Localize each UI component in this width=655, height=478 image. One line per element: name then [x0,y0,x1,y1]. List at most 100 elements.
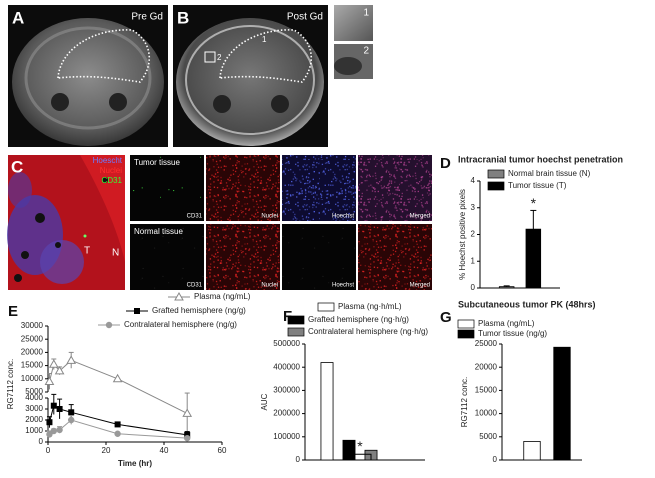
marker [68,409,75,416]
y-tick-label: 4000 [25,393,43,402]
y-tick-label: 1000 [25,426,43,435]
marker [134,308,140,314]
bar [523,441,541,461]
micrograph [358,224,432,290]
insets: 1 2 [334,5,373,79]
marker [46,419,53,426]
legend-label: Tumor tissue (ng/g) [478,329,547,338]
y-tick-label: 25000 [21,334,44,343]
marker [184,434,191,442]
x-tick-label: 40 [160,446,169,455]
channel-label: Merged [410,214,430,220]
significance-bracket [348,453,372,461]
marker [184,431,191,438]
legend-label: Normal brain tissue (N) [508,169,591,178]
y-tick-label: 0 [39,437,44,446]
micrograph [282,224,356,290]
micrograph [130,155,204,221]
y-tick-label: 500000 [273,339,300,348]
marker [68,416,75,424]
x-tick-label: 20 [102,446,111,455]
bar [320,362,334,461]
marker [112,373,123,383]
y-tick-label: 30000 [21,321,44,330]
stain-label: CD31 [102,176,123,185]
y-tick-label: 2 [471,230,476,239]
roi-label: 1 [262,35,267,44]
axis-title: Time (hr) [118,459,152,468]
legend-swatch [487,181,505,191]
row-label: Tumor tissue [134,158,180,167]
channel-label: CD31 [187,214,203,220]
panel-label: F [283,308,292,325]
stain-label: Hoescht [93,156,123,165]
region-label: N [112,248,119,259]
y-tick-label: 10000 [475,409,498,418]
marker [114,430,121,437]
panel-label: G [440,309,452,326]
channel-label: Hoechst [332,214,354,220]
bar [525,228,542,289]
legend-swatch [287,315,305,325]
marker [54,365,65,375]
micrograph [130,224,204,290]
y-tick-label: 0 [471,283,476,292]
y-tick-label: 5000 [25,387,43,396]
y-tick-label: 200000 [273,409,300,418]
axis-title: % Hoechst positive pixels [458,189,467,280]
legend-label: Contralateral hemisphere (ng·h/g) [308,327,428,336]
axis-title: AUC [260,393,269,410]
panel-label: A [12,8,24,27]
channel-label: Merged [410,283,430,289]
bar [498,286,515,289]
marker [182,408,193,417]
y-tick-label: 2000 [25,415,43,424]
row-label: Normal tissue [134,227,183,236]
y-tick-label: 15000 [475,386,498,395]
tissue-overview: C Hoescht Nuclei CD31 T N [7,155,125,290]
bar [553,346,571,461]
series-line [48,359,188,414]
legend-label: Grafted hemisphere (ng·h/g) [308,315,409,324]
micrograph [206,224,280,290]
y-tick-label: 300000 [273,386,300,395]
y-tick-label: 3000 [25,404,43,413]
marker [50,427,57,435]
micrograph [206,155,280,221]
y-tick-label: 400000 [273,362,300,371]
legend-swatch [487,169,505,179]
y-tick-label: 0 [296,455,301,464]
axis-title: RG7112 conc. [460,377,469,428]
marker [56,426,63,434]
y-tick-label: 15000 [21,361,44,370]
roi-label: 2 [217,53,222,62]
annotation: * [531,195,537,211]
axis-title: RG7112 conc. [6,359,15,410]
annotation: * [357,438,363,454]
panel-label: C [11,157,23,176]
micrograph-grid: CD31 Nuclei Hoechst Merged Tumor tissue CD31 N… [130,155,432,290]
marker [56,406,63,412]
y-tick-label: 5000 [479,432,497,441]
channel-label: Hoechst [332,283,354,289]
marker [44,376,55,385]
legend-swatch [287,327,305,337]
marker [66,355,77,364]
mri-pre: A Pre Gd [8,5,168,147]
legend-label: Contralateral hemisphere (ng/g) [124,320,237,329]
marker [50,402,57,409]
y-tick-label: 1 [471,256,476,265]
chart-title: Intracranial tumor hoechst penetration [458,154,623,164]
y-tick-label: 0 [493,455,498,464]
marker [174,291,184,301]
y-tick-label: 4 [471,176,476,185]
legend-label: Plasma (ng/mL) [194,292,251,301]
channel-label: Nuclei [261,283,278,289]
legend-swatch [457,319,475,329]
chart-title: Subcutaneous tumor PK (48hrs) [458,299,596,309]
panel-label: D [440,155,451,172]
y-tick-label: 25000 [475,339,498,348]
y-tick-label: 3 [471,203,476,212]
y-tick-label: 10000 [21,374,44,383]
